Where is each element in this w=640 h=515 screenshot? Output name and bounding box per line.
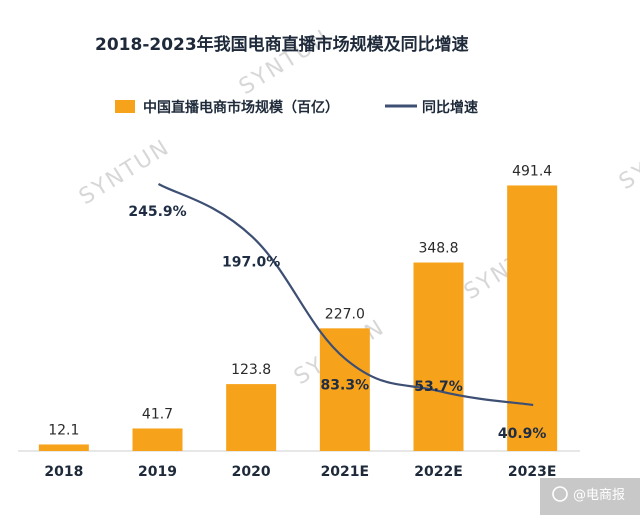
- chart-title: 2018-2023年我国电商直播市场规模及同比增速: [95, 34, 469, 55]
- watermark: SYNTUN: [615, 120, 640, 195]
- x-tick-label: 2019: [138, 464, 177, 480]
- bar-data-labels: 12.1 41.7 123.8 227.0 348.8 491.4: [48, 163, 552, 438]
- footer-background: [540, 478, 640, 515]
- bar-value-label: 41.7: [142, 406, 173, 422]
- x-tick-labels: 2018 2019 2020 2021E 2022E 2023E: [44, 464, 556, 480]
- bar-2023E: [507, 185, 558, 451]
- bar-value-label: 348.8: [418, 241, 458, 257]
- bar-2021E: [319, 328, 370, 451]
- x-tick-label: 2020: [232, 464, 271, 480]
- bar-value-label: 123.8: [231, 362, 271, 378]
- legend: 中国直播电商市场规模（百亿） 同比增速: [115, 99, 478, 116]
- bar-value-label: 12.1: [48, 422, 79, 438]
- legend-bar-label: 中国直播电商市场规模（百亿）: [143, 99, 339, 116]
- growth-value-label: 53.7%: [414, 379, 463, 395]
- chat-bubble-icon: [552, 486, 568, 502]
- bar-2018: [38, 444, 89, 451]
- bar-2019: [132, 428, 183, 451]
- growth-value-label: 245.9%: [128, 204, 186, 220]
- growth-rate-line: [157, 183, 534, 407]
- legend-bar-swatch: [115, 100, 135, 113]
- x-tick-label: 2021E: [321, 464, 370, 480]
- growth-value-label: 40.9%: [498, 426, 547, 442]
- bar-value-label: 227.0: [325, 306, 365, 322]
- x-tick-label: 2023E: [508, 464, 557, 480]
- footer-text: @电商报: [573, 488, 625, 503]
- growth-data-labels: 245.9% 197.0% 83.3% 53.7% 40.9%: [128, 204, 546, 442]
- x-tick-label: 2018: [44, 464, 83, 480]
- growth-value-label: 197.0%: [222, 255, 280, 271]
- legend-line-label: 同比增速: [422, 99, 478, 116]
- growth-value-label: 83.3%: [321, 377, 370, 393]
- bar-2022E: [413, 262, 464, 451]
- footer-badge: @电商报: [540, 478, 640, 515]
- bar-series: [38, 185, 558, 451]
- bar-2020: [226, 384, 277, 451]
- x-tick-label: 2022E: [414, 464, 463, 480]
- bar-value-label: 491.4: [512, 163, 552, 179]
- watermark: SYNTUN: [75, 135, 175, 210]
